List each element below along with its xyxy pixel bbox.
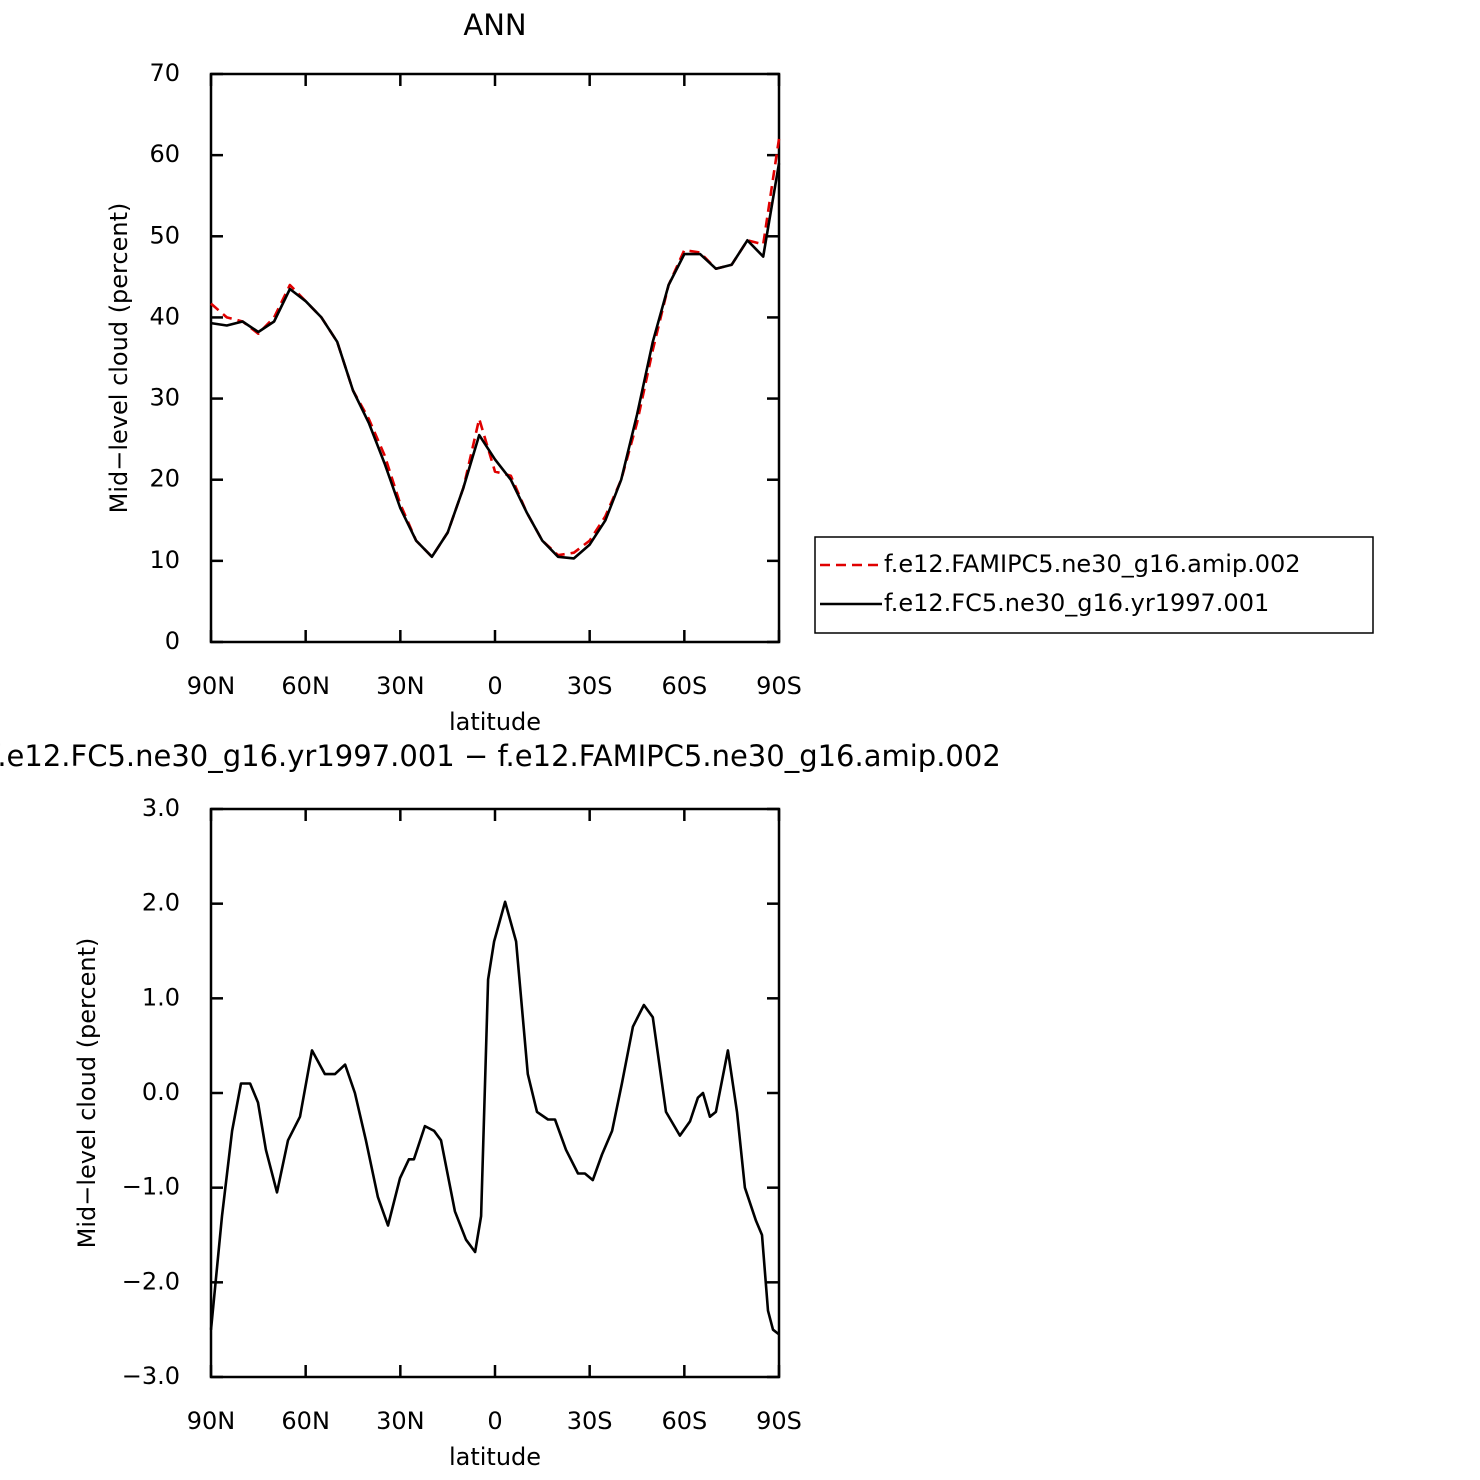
x-tick-label: 60S — [661, 1407, 707, 1435]
x-tick-label: 90N — [187, 672, 236, 700]
x-tick-label: 30N — [376, 1407, 425, 1435]
x-tick-label: 60S — [661, 672, 707, 700]
y-tick-label: 0 — [165, 627, 180, 655]
x-tick-label: 30S — [567, 1407, 613, 1435]
x-tick-label: 30S — [567, 672, 613, 700]
y-tick-label: 20 — [149, 465, 180, 493]
y-axis-label: Mid−level cloud (percent) — [73, 938, 101, 1249]
x-tick-label: 90N — [187, 1407, 236, 1435]
y-tick-label: 30 — [149, 384, 180, 412]
y-tick-label: −2.0 — [122, 1267, 180, 1295]
series-line — [210, 163, 781, 560]
x-tick-label: 60N — [281, 1407, 330, 1435]
y-tick-label: 2.0 — [142, 889, 180, 917]
legend-label: f.e12.FAMIPC5.ne30_g16.amip.002 — [884, 550, 1301, 578]
y-tick-label: −3.0 — [122, 1362, 180, 1390]
y-tick-label: −1.0 — [122, 1173, 180, 1201]
x-axis-label: latitude — [449, 1443, 541, 1471]
plot-frame — [209, 72, 781, 644]
y-axis-label: Mid−level cloud (percent) — [105, 203, 133, 514]
series-line — [209, 900, 780, 1336]
chart-title: ANN — [463, 8, 526, 42]
plot-frame — [209, 807, 781, 1379]
y-tick-label: 10 — [149, 546, 180, 574]
x-axis-label: latitude — [449, 708, 541, 736]
y-tick-label: 1.0 — [142, 983, 180, 1011]
legend-box — [814, 536, 1374, 634]
x-tick-label: 90S — [756, 1407, 802, 1435]
x-tick-label: 0 — [487, 1407, 502, 1435]
series-line — [210, 138, 781, 559]
y-tick-label: 3.0 — [142, 794, 180, 822]
x-tick-label: 60N — [281, 672, 330, 700]
y-tick-label: 50 — [149, 221, 180, 249]
x-tick-label: 90S — [756, 672, 802, 700]
y-tick-label: 70 — [149, 59, 180, 87]
legend-label: f.e12.FC5.ne30_g16.yr1997.001 — [884, 589, 1269, 617]
y-tick-label: 0.0 — [142, 1078, 180, 1106]
y-tick-label: 40 — [149, 302, 180, 330]
chart-title: f.e12.FC5.ne30_g16.yr1997.001 − f.e12.FA… — [0, 739, 1001, 773]
x-tick-label: 30N — [376, 672, 425, 700]
x-tick-label: 0 — [487, 672, 502, 700]
y-tick-label: 60 — [149, 140, 180, 168]
